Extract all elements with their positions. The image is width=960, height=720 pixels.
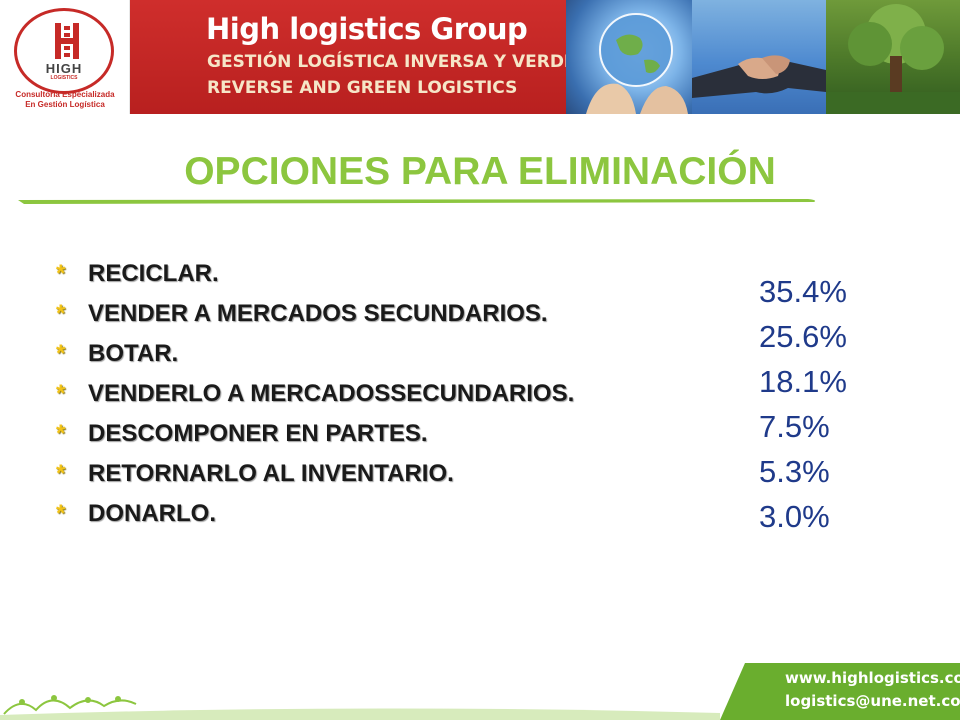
list-item: * DESCOMPONER EN PARTES. (56, 420, 574, 460)
title-underline (18, 199, 816, 204)
logo-word: HIGH (45, 61, 83, 76)
option-label: RECICLAR. (88, 260, 219, 287)
option-label: DESCOMPONER EN PARTES. (88, 420, 428, 447)
disposal-options-list: * RECICLAR. * VENDER A MERCADOS SECUNDAR… (56, 260, 574, 540)
list-item: * RETORNARLO AL INVENTARIO. (56, 460, 574, 500)
option-label: RETORNARLO AL INVENTARIO. (88, 460, 454, 487)
logo: HIGH LOGISTICS Consultoría Especializada… (0, 0, 130, 114)
list-item: * VENDERLO A MERCADOSSECUNDARIOS. (56, 380, 574, 420)
brand-subtitle-en: REVERSE AND GREEN LOGISTICS (207, 78, 518, 98)
bullet-star-icon: * (56, 500, 66, 527)
slide-title: OPCIONES PARA ELIMINACIÓN (184, 150, 776, 193)
bullet-star-icon: * (56, 420, 66, 447)
logo-tagline-1: Consultoría Especializada (15, 90, 115, 99)
percentage-value: 7.5% (759, 409, 830, 444)
percentage-value: 3.0% (759, 499, 830, 534)
logo-h-grid-icon (55, 23, 79, 59)
globe-in-hands-image (566, 0, 692, 114)
list-item: * BOTAR. (56, 340, 574, 380)
footer-band (0, 663, 960, 720)
percentage-value: 5.3% (759, 454, 830, 489)
percentage-value: 25.6% (759, 319, 847, 354)
option-label: BOTAR. (88, 340, 179, 367)
tree-landscape-image (826, 0, 960, 114)
bullet-star-icon: * (56, 260, 66, 287)
header-banner: HIGH LOGISTICS Consultoría Especializada… (0, 0, 960, 114)
list-item: * DONARLO. (56, 500, 574, 540)
option-label: VENDER A MERCADOS SECUNDARIOS. (88, 300, 548, 327)
vine-decoration-icon (3, 695, 137, 715)
list-item: * VENDER A MERCADOS SECUNDARIOS. (56, 300, 574, 340)
logo-tagline-2: En Gestión Logística (25, 100, 105, 109)
handshake-image (692, 0, 826, 114)
bullet-star-icon: * (56, 300, 66, 327)
brand-subtitle-es: GESTIÓN LOGÍSTICA INVERSA Y VERDE (207, 52, 576, 72)
list-item: * RECICLAR. (56, 260, 574, 300)
header-photos (566, 0, 960, 114)
percentages-list: 35.4% 25.6% 18.1% 7.5% 5.3% 3.0% (759, 274, 847, 544)
option-label: DONARLO. (88, 500, 216, 527)
logo-sub: LOGISTICS (50, 75, 78, 81)
option-label: VENDERLO A MERCADOSSECUNDARIOS. (88, 380, 575, 407)
email-link[interactable]: logistics@une.net.co (785, 692, 960, 710)
bullet-star-icon: * (56, 340, 66, 367)
brand-title: High logistics Group (206, 12, 528, 46)
website-link[interactable]: www.highlogistics.com (785, 669, 960, 687)
bullet-star-icon: * (56, 380, 66, 407)
percentage-value: 18.1% (759, 364, 847, 399)
logo-circle: HIGH LOGISTICS (14, 8, 114, 94)
bullet-star-icon: * (56, 460, 66, 487)
percentage-value: 35.4% (759, 274, 847, 309)
